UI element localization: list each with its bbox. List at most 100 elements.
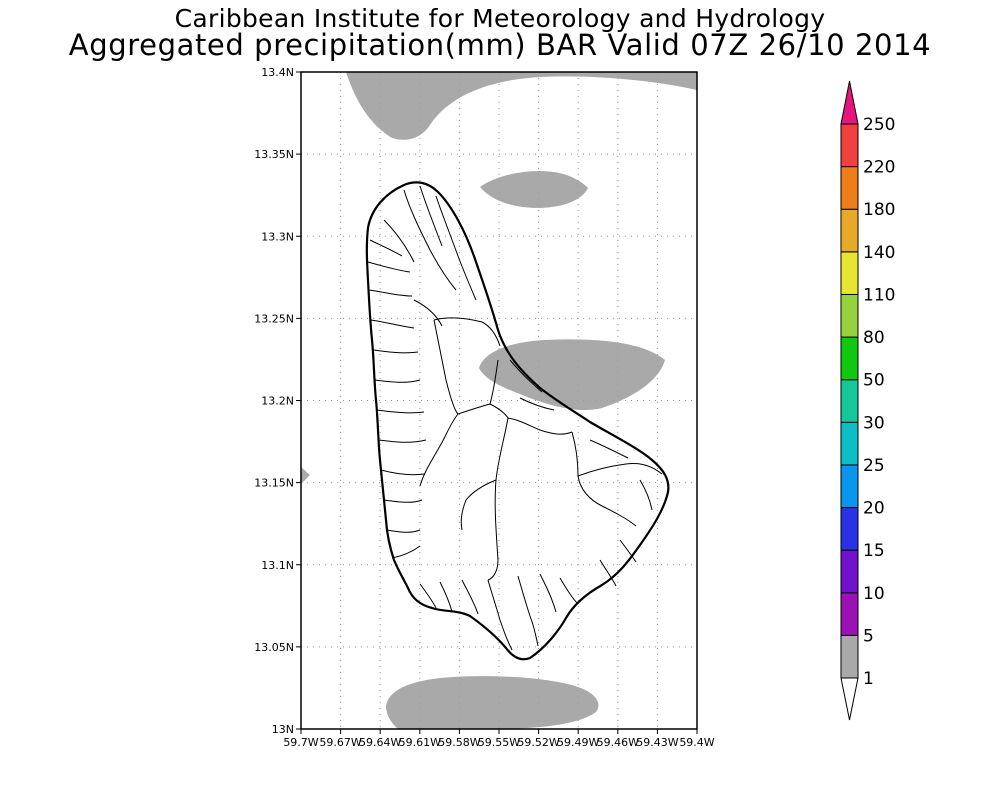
stream xyxy=(559,577,579,605)
legend-color-swatch xyxy=(840,251,859,295)
stream xyxy=(413,299,443,327)
stream xyxy=(599,559,617,587)
legend-color-swatch xyxy=(840,379,859,423)
longitude-tick-label: 59.7W xyxy=(283,736,318,749)
longitude-tick-label: 59.46W xyxy=(597,736,639,749)
precipitation-areas xyxy=(301,72,697,729)
watershed-divide xyxy=(507,417,573,435)
stream xyxy=(383,219,415,263)
longitude-tick-label: 59.52W xyxy=(517,736,559,749)
precip-area-south xyxy=(386,676,599,729)
coastline-path xyxy=(365,181,670,661)
chart-title: Caribbean Institute for Meteorology and … xyxy=(174,4,826,33)
stream xyxy=(368,289,413,297)
legend-level-label: 80 xyxy=(863,328,885,348)
legend-level-label: 110 xyxy=(863,285,895,305)
latitude-tick-label: 13.25N xyxy=(254,312,294,325)
stream xyxy=(367,261,411,273)
legend-level-label: 20 xyxy=(863,499,885,519)
stream xyxy=(517,575,539,647)
legend-level-label: 30 xyxy=(863,413,885,433)
watershed-divide xyxy=(571,431,637,527)
watershed-divide xyxy=(589,439,629,459)
stream xyxy=(639,479,653,511)
stream xyxy=(419,185,443,247)
longitude-tick-label: 59.43W xyxy=(636,736,678,749)
precip-area-northeast xyxy=(480,171,588,208)
stream xyxy=(376,409,425,414)
precip-area-north xyxy=(346,72,697,140)
latitude-tick-label: 13.3N xyxy=(261,230,294,243)
legend-color-swatch xyxy=(840,166,859,210)
watershed-divide xyxy=(457,403,509,419)
legend-level-label: 220 xyxy=(863,158,895,178)
stream xyxy=(487,579,513,651)
legend-color-swatch xyxy=(840,634,859,679)
watershed-divide xyxy=(577,463,663,477)
island-coastline xyxy=(365,181,670,661)
watershed-divide xyxy=(487,417,509,581)
stream xyxy=(383,499,423,503)
latitude-tick-label: 13.35N xyxy=(254,148,294,161)
longitude-tick-label: 59.64W xyxy=(359,736,401,749)
latitude-axis: 13.4N 13.35N 13.3N 13.25N 13.2N 13.15N 13.1N 13… xyxy=(254,66,301,736)
longitude-tick-label: 59.49W xyxy=(557,736,599,749)
legend-color-swatch xyxy=(840,464,859,509)
legend-level-label: 250 xyxy=(863,115,895,135)
watershed-divide xyxy=(433,317,501,347)
stream xyxy=(378,439,427,443)
legend-level-label: 15 xyxy=(863,541,885,561)
precip-area-west-edge xyxy=(301,467,310,484)
legend-color-swatch xyxy=(840,592,859,636)
watershed-divide xyxy=(489,359,499,405)
latitude-tick-label: 13N xyxy=(272,723,294,736)
stream xyxy=(380,469,425,476)
stream xyxy=(391,545,421,559)
stream xyxy=(372,349,419,354)
legend-level-label: 180 xyxy=(863,200,895,220)
legend-level-label: 5 xyxy=(863,626,874,646)
legend-level-label: 140 xyxy=(863,243,895,263)
watershed-divide xyxy=(460,479,497,531)
watershed-divide xyxy=(419,413,459,487)
watershed-divide xyxy=(433,319,459,415)
legend-color-swatch xyxy=(840,336,859,381)
longitude-tick-label: 59.61W xyxy=(399,736,441,749)
longitude-axis: 59.7W 59.67W59.64W59.61W59.58W59.55W59.52… xyxy=(283,729,715,749)
chart-subtitle: Aggregated precipitation(mm) BAR Valid 0… xyxy=(68,28,932,62)
legend-level-label: 50 xyxy=(863,371,885,391)
legend-level-label: 10 xyxy=(863,584,885,604)
legend-color-swatch xyxy=(840,123,859,168)
legend-level-label: 25 xyxy=(863,456,885,476)
latitude-tick-label: 13.05N xyxy=(254,641,294,654)
map-gridlines xyxy=(301,72,697,729)
legend-level-label: 1 xyxy=(863,669,874,689)
stream xyxy=(419,583,437,609)
stream xyxy=(370,319,415,329)
precip-area-central xyxy=(479,339,665,411)
latitude-tick-label: 13.4N xyxy=(261,66,294,79)
longitude-tick-label: 59.58W xyxy=(438,736,480,749)
stream xyxy=(435,195,477,301)
stream xyxy=(509,359,543,393)
legend-color-swatch xyxy=(840,421,859,466)
legend-color-swatch xyxy=(840,80,859,125)
stream xyxy=(619,539,637,563)
longitude-tick-label: 59.67W xyxy=(319,736,361,749)
legend-color-swatch xyxy=(840,549,859,594)
latitude-tick-label: 13.1N xyxy=(261,559,294,572)
longitude-tick-label: 59.55W xyxy=(478,736,520,749)
longitude-tick-label: 59.4W xyxy=(679,736,714,749)
legend-color-swatch xyxy=(840,293,859,338)
legend-color-swatch xyxy=(840,208,859,253)
stream xyxy=(369,239,403,257)
latitude-tick-label: 13.15N xyxy=(254,477,294,490)
stream xyxy=(539,573,557,613)
legend-color-swatch xyxy=(840,507,859,551)
stream xyxy=(374,379,421,383)
latitude-tick-label: 13.2N xyxy=(261,395,294,408)
stream xyxy=(439,581,453,613)
stream xyxy=(461,579,479,615)
